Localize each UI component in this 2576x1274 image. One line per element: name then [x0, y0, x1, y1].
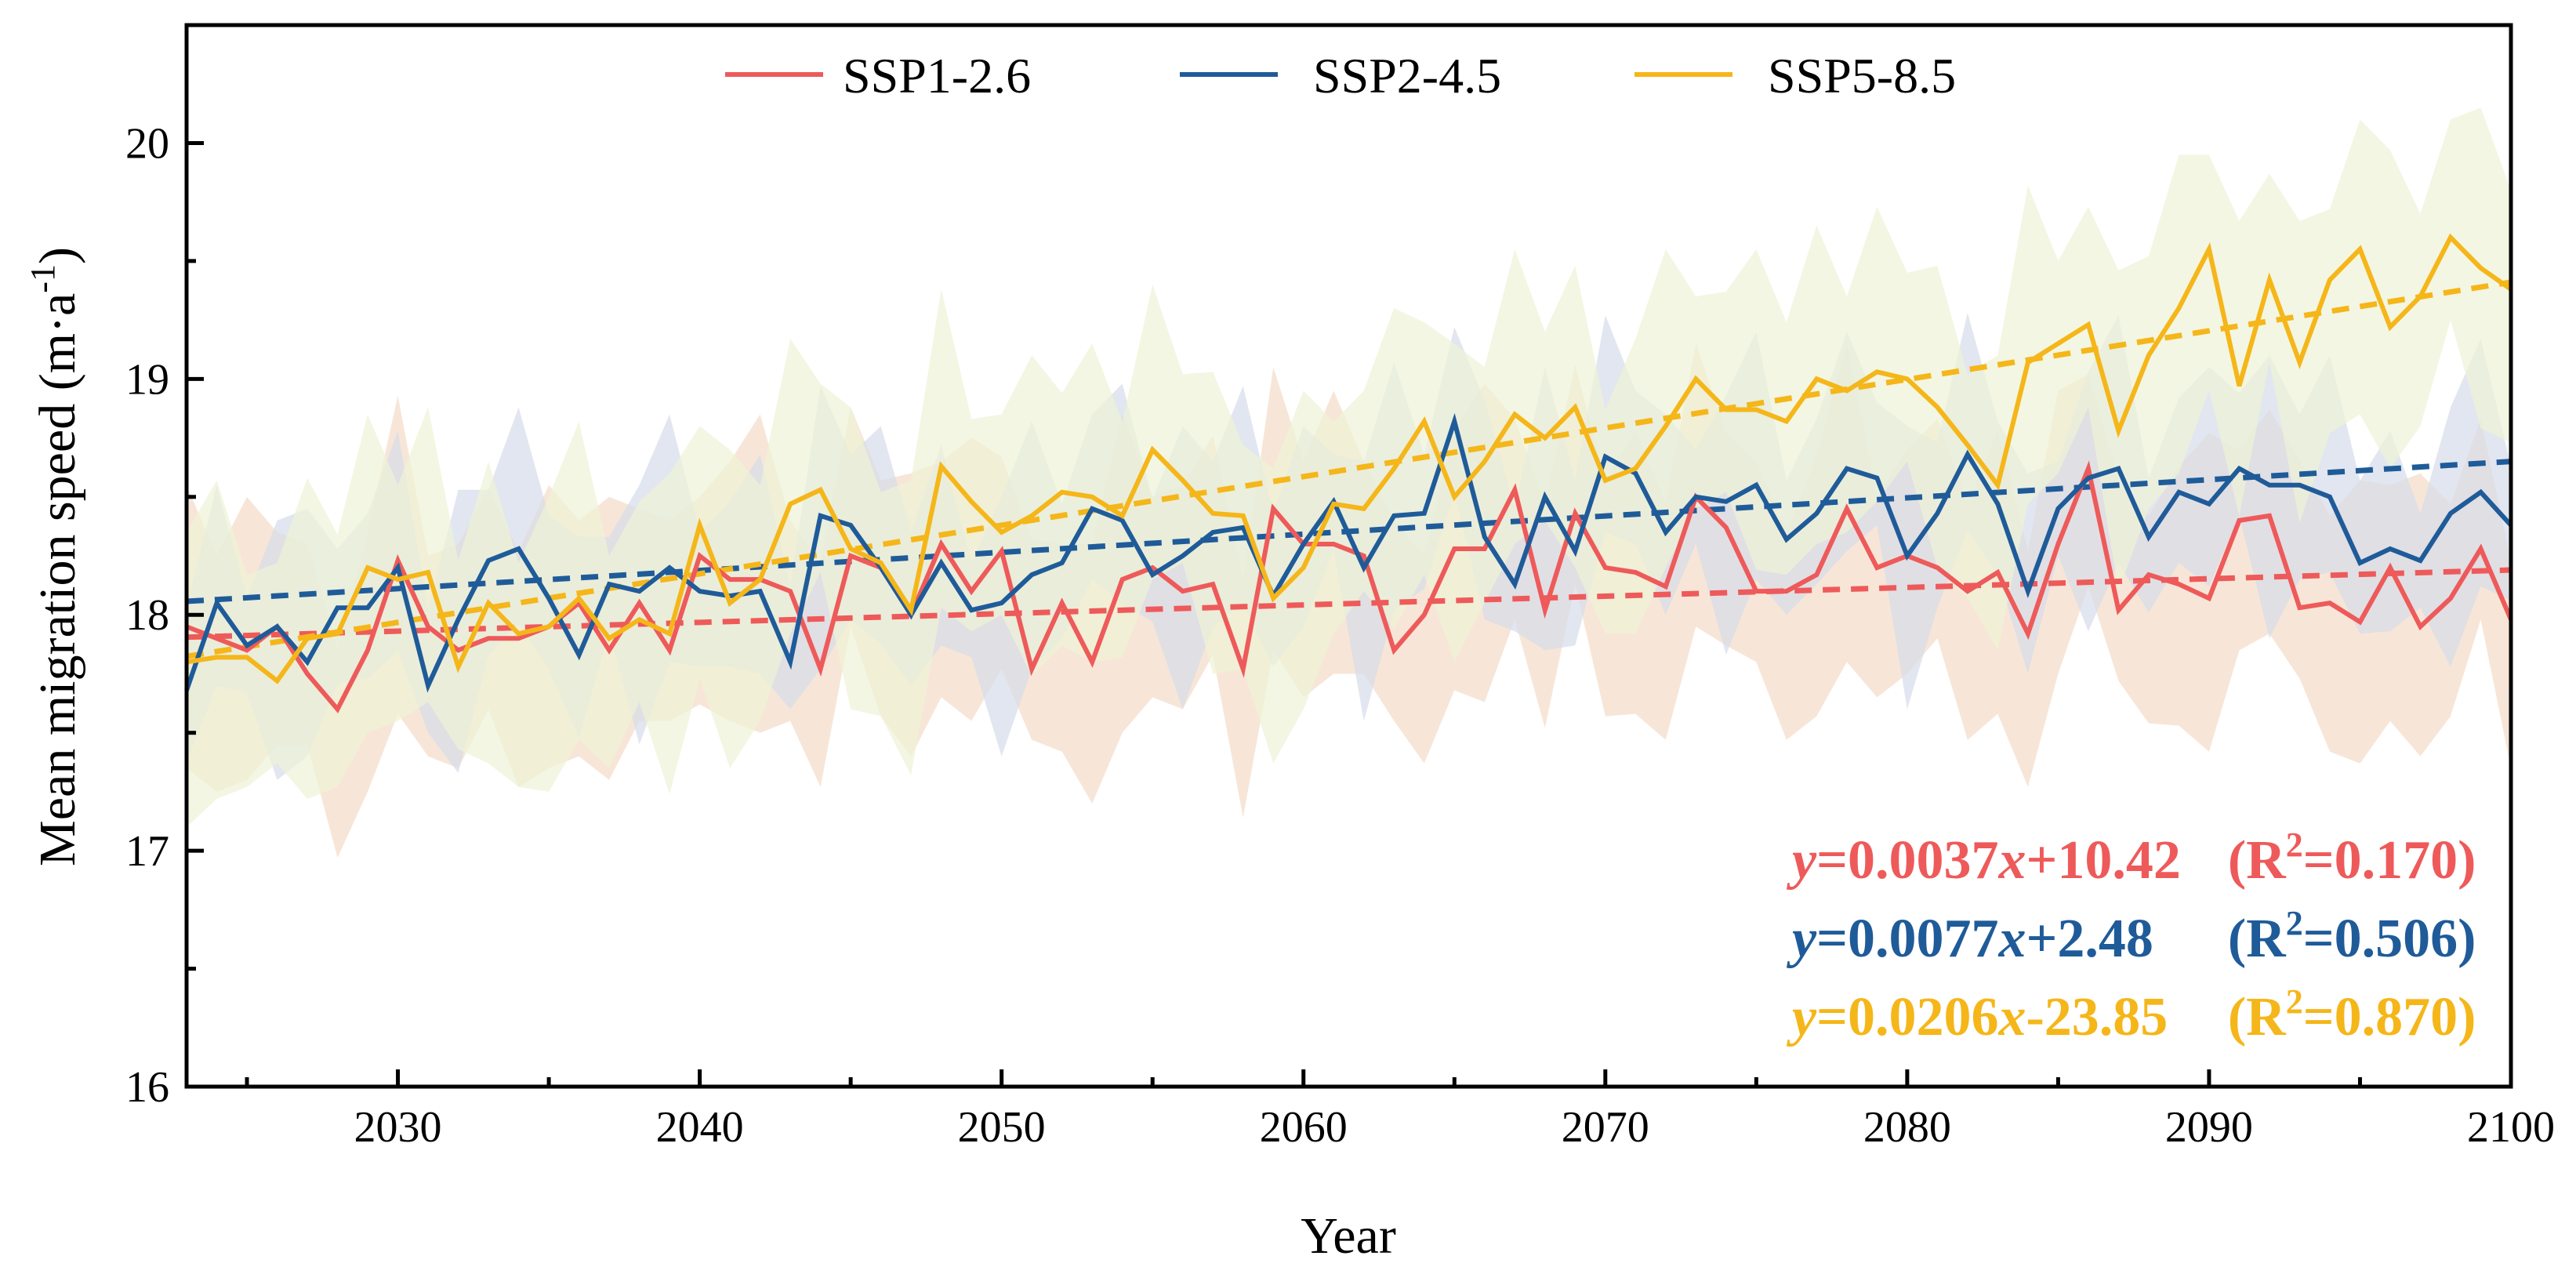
x-tick-label: 2060: [1260, 1103, 1348, 1152]
series-lines: [184, 233, 2513, 713]
x-tick-label: 2090: [2165, 1103, 2253, 1152]
plot-frame: [184, 23, 2513, 1089]
y-tick-label: 16: [125, 1063, 169, 1112]
x-tick-label: 2070: [1562, 1103, 1649, 1152]
trend-equation-ssp1-2.6: y=0.0037x+10.42: [1787, 830, 2181, 891]
x-tick-label: 2100: [2467, 1103, 2555, 1152]
legend: SSP1-2.6 SSP2-4.5 SSP5-8.5: [725, 48, 1956, 103]
series-line-ssp2-4.5: [184, 412, 2513, 693]
y-tick-label: 19: [125, 355, 169, 404]
series-line-ssp1-2.6: [185, 460, 2513, 713]
r-squared-ssp2-4.5: (R2=0.506): [2228, 904, 2476, 969]
y-axis-title: Mean migration speed (m·a-1): [24, 247, 86, 866]
legend-label-ssp2: SSP2-4.5: [1313, 48, 1501, 103]
trend-equation-ssp5-8.5: y=0.0206x-23.85: [1787, 987, 2168, 1047]
y-tick-label: 17: [125, 827, 169, 876]
x-axis-title: Year: [1301, 1207, 1396, 1265]
y-tick-label: 18: [125, 591, 169, 640]
x-tick-label: 2080: [1863, 1103, 1951, 1152]
y-tick-label: 20: [125, 119, 169, 168]
r-squared-ssp5-8.5: (R2=0.870): [2228, 982, 2476, 1047]
x-tick-label: 2030: [354, 1103, 442, 1152]
band-ssp5-8.5: [187, 107, 2511, 828]
x-tick-label: 2040: [656, 1103, 744, 1152]
legend-label-ssp1: SSP1-2.6: [843, 48, 1031, 103]
trend-line-ssp1-2.6: [186, 567, 2512, 641]
r-squared-ssp1-2.6: (R2=0.170): [2228, 826, 2476, 891]
axes: 16 17 18 19 20 2030 2040 2050 2060 2070 2080 2090 21…: [125, 23, 2555, 1152]
legend-label-ssp5: SSP5-8.5: [1768, 48, 1956, 103]
series-line-ssp5-8.5: [186, 233, 2513, 684]
confidence-bands: [187, 107, 2511, 858]
trend-equation-ssp2-4.5: y=0.0077x+2.48: [1787, 909, 2153, 969]
trend-line-ssp5-8.5: [186, 279, 2512, 659]
x-tick-label: 2050: [958, 1103, 1046, 1152]
trend-equations: y=0.0037x+10.42 (R2=0.170) y=0.0077x+2.48 (…: [1787, 826, 2476, 1047]
